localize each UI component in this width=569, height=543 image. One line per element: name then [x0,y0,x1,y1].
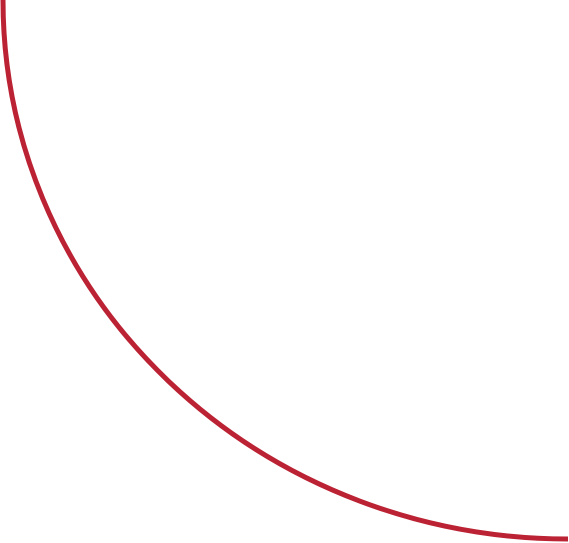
graphic-canvas [0,0,569,543]
curved-arc-line [0,0,569,542]
arc-graphic [0,0,569,542]
